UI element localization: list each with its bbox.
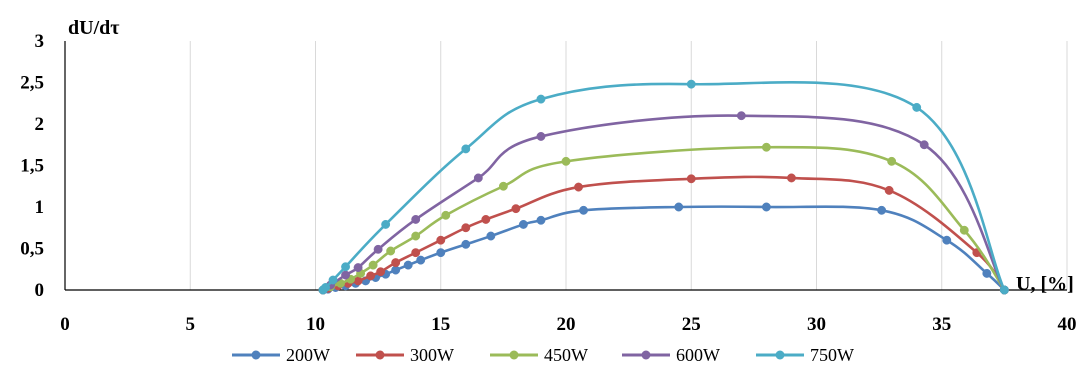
x-tick-label: 5 (186, 314, 196, 335)
legend-swatch-marker (251, 350, 261, 360)
x-tick-label: 35 (932, 314, 951, 335)
data-point (366, 271, 376, 281)
data-point (391, 265, 401, 275)
x-axis-title: U, [%] (1016, 273, 1074, 295)
series-line (322, 114, 1006, 292)
series-lines (318, 79, 1009, 295)
data-point (942, 235, 952, 245)
data-point (411, 231, 421, 241)
data-point (411, 215, 421, 224)
legend-swatch-marker (641, 350, 651, 360)
legend-item: 300W (356, 345, 454, 365)
legend-item: 450W (490, 345, 588, 365)
legend-label: 200W (286, 345, 330, 365)
x-tick-label: 15 (431, 314, 450, 335)
x-tick-label: 0 (60, 314, 70, 335)
data-point (912, 102, 922, 112)
data-point (736, 111, 746, 121)
x-tick-label: 25 (682, 314, 701, 335)
data-point (328, 275, 338, 285)
data-point (787, 173, 796, 183)
data-point (999, 285, 1009, 295)
data-point (403, 260, 413, 270)
data-point (376, 267, 386, 277)
data-point (887, 156, 897, 166)
data-point (536, 94, 546, 104)
series-600W (318, 111, 1009, 295)
data-point (511, 204, 521, 214)
data-point (381, 219, 391, 229)
data-point (373, 244, 383, 254)
data-point (461, 239, 471, 249)
legend: 200W 300W 450W 600W 750W (232, 345, 854, 365)
data-point (919, 140, 929, 150)
x-tick-label: 10 (306, 314, 325, 335)
data-point (441, 210, 451, 220)
legend-label: 750W (810, 345, 854, 365)
y-tick-label: 0 (35, 280, 45, 301)
legend-item: 200W (232, 345, 330, 365)
data-point (761, 202, 771, 212)
series-450W (318, 142, 1009, 295)
data-point (982, 268, 992, 278)
y-tick-label: 0,5 (20, 239, 44, 260)
data-point (473, 173, 483, 183)
legend-item: 600W (622, 345, 720, 365)
data-point (877, 205, 887, 215)
y-tick-label: 3 (35, 31, 45, 52)
legend-swatch-marker (775, 350, 785, 360)
x-tick-label: 20 (557, 314, 576, 335)
data-point (686, 79, 696, 89)
y-tick-label: 2 (35, 114, 45, 135)
data-point (321, 283, 330, 292)
data-point (436, 235, 446, 245)
data-point (686, 174, 696, 184)
data-point (436, 248, 446, 258)
data-point (341, 270, 351, 280)
legend-swatch-marker (375, 350, 385, 360)
axes (64, 41, 1067, 291)
data-point (884, 185, 894, 195)
x-tick-label: 30 (807, 314, 826, 335)
x-tick-label: 40 (1058, 314, 1077, 335)
data-point (579, 205, 588, 215)
data-point (674, 202, 684, 212)
data-point (518, 219, 528, 229)
y-tick-label: 1,5 (20, 156, 44, 177)
data-point (341, 262, 351, 272)
legend-swatch-marker (509, 350, 519, 360)
data-point (411, 248, 421, 258)
series-300W (318, 173, 1009, 295)
data-point (761, 142, 771, 152)
data-point (416, 255, 426, 265)
data-point (461, 144, 471, 154)
data-point (536, 215, 546, 225)
legend-label: 450W (544, 345, 588, 365)
tick-labels: 00,511,522,530 5 10 15 20 25 30 35 40 (20, 31, 1076, 335)
series-line (322, 145, 1006, 292)
data-point (481, 215, 491, 224)
legend-item: 750W (756, 345, 854, 365)
data-point (486, 231, 496, 241)
data-point (561, 156, 571, 166)
data-point (391, 258, 401, 268)
y-tick-label: 2,5 (20, 73, 44, 94)
y-tick-label: 1 (35, 197, 45, 218)
data-point (461, 223, 471, 233)
series-750W (318, 79, 1009, 295)
y-axis-title: dU/dτ (68, 17, 119, 39)
legend-label: 300W (410, 345, 454, 365)
data-point (498, 181, 508, 191)
data-point (536, 132, 546, 141)
legend-label: 600W (676, 345, 720, 365)
data-point (574, 182, 583, 192)
data-point (959, 225, 969, 235)
data-point (386, 246, 396, 256)
series-line (322, 175, 1006, 292)
data-point (353, 263, 363, 273)
data-point (368, 260, 378, 270)
gridlines (189, 41, 1068, 290)
